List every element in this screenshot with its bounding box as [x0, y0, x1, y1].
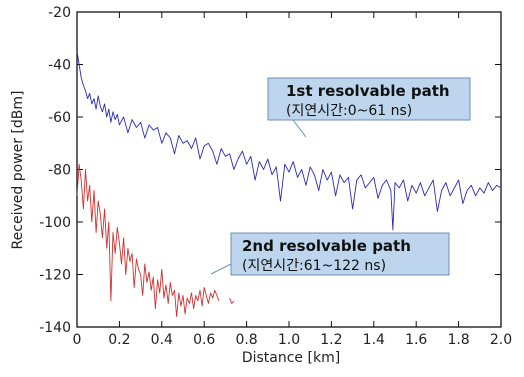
series-line-2	[229, 297, 235, 304]
callout-1st-path-subtitle: (지연시간:0~61 ns)	[286, 103, 412, 119]
callout-2nd-path-subtitle: (지연시간:61~122 ns)	[242, 258, 386, 274]
series-line-2	[76, 163, 220, 317]
x-tick-label: 0.8	[235, 332, 257, 348]
series-lines	[76, 51, 502, 317]
x-tick-label: 0	[73, 332, 82, 348]
x-tick-label: 1.2	[320, 332, 342, 348]
y-tick-label: -120	[39, 268, 71, 284]
x-axis-ticks: 0 0.2 0.4 0.6 0.8 1.0 1.2 1.4 1.6 1.8 2.0	[73, 12, 512, 348]
callout-1st-path-title: 1st resolvable path	[286, 82, 450, 100]
x-tick-label: 1.6	[405, 332, 427, 348]
x-axis-label: Distance [km]	[242, 350, 340, 366]
x-tick-label: 0.6	[193, 332, 215, 348]
callout-1st-path-box	[267, 77, 471, 121]
series-line-1	[76, 51, 502, 231]
plot-area	[76, 11, 502, 328]
y-tick-label: -80	[48, 163, 71, 179]
callout-1st-path: 1st resolvable path (지연시간:0~61 ns)	[267, 77, 471, 138]
callout-2nd-path-title: 2nd resolvable path	[242, 237, 411, 255]
y-tick-label: -40	[48, 58, 71, 74]
x-tick-label: 1.8	[447, 332, 469, 348]
x-tick-label: 2.0	[490, 332, 512, 348]
y-axis-label: Received power [dBm]	[10, 91, 26, 250]
y-tick-label: -140	[39, 320, 71, 336]
x-tick-label: 1.4	[363, 332, 385, 348]
y-tick-label: -100	[39, 215, 71, 231]
callout-2nd-path-pointer	[210, 263, 232, 275]
x-tick-label: 0.4	[151, 332, 173, 348]
callout-1st-path-pointer	[292, 119, 307, 138]
y-axis-ticks: -20 -40 -60 -80 -100 -120 -140	[39, 5, 501, 336]
callout-2nd-path: 2nd resolvable path (지연시간:61~122 ns)	[210, 232, 450, 276]
y-tick-label: -20	[48, 5, 71, 21]
x-tick-label: 1.0	[278, 332, 300, 348]
y-tick-label: -60	[48, 110, 71, 126]
x-tick-label: 0.2	[108, 332, 130, 348]
callout-2nd-path-box	[230, 232, 450, 276]
